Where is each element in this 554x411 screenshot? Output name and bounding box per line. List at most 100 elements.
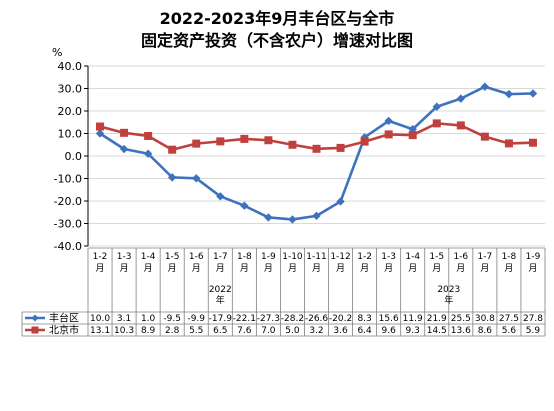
series-line <box>99 85 534 221</box>
data-point <box>216 137 225 146</box>
data-point <box>312 144 321 153</box>
data-label: 5.9 <box>526 326 541 336</box>
data-point <box>288 215 297 224</box>
legend-marker <box>31 326 39 334</box>
data-label: 9.3 <box>406 326 420 336</box>
year-label: 2022 <box>209 285 232 295</box>
data-point <box>480 82 490 91</box>
x-tick-label: 1-4 <box>141 252 156 262</box>
x-tick-unit: 月 <box>480 263 489 274</box>
data-label: 5.5 <box>189 326 203 336</box>
data-label: 1.0 <box>141 314 156 324</box>
data-point <box>264 136 273 145</box>
data-point <box>240 134 249 143</box>
x-tick-label: 1-5 <box>429 252 444 262</box>
x-tick-unit: 月 <box>96 263 105 274</box>
data-point <box>95 129 105 138</box>
y-tick-label: -40.0 <box>54 240 82 253</box>
data-label: -17.9 <box>209 314 233 324</box>
x-tick-unit: 月 <box>456 263 465 274</box>
data-label: -20.2 <box>329 314 352 324</box>
x-tick-label: 1-2 <box>357 252 372 262</box>
data-label: 2.8 <box>165 326 180 336</box>
x-tick-label: 1-5 <box>165 252 180 262</box>
data-label: 13.6 <box>451 326 471 336</box>
chart-title-line2: 固定资产投资（不含农户）增速对比图 <box>141 31 413 50</box>
x-tick-label: 1-4 <box>405 252 420 262</box>
x-tick-label: 1-3 <box>381 252 396 262</box>
x-tick-unit: 月 <box>288 263 297 274</box>
x-tick-label: 1-9 <box>526 252 541 262</box>
data-point <box>384 130 393 139</box>
data-point <box>216 192 225 201</box>
data-point <box>504 89 514 99</box>
data-label: 8.6 <box>478 326 493 336</box>
legend-marker <box>31 314 39 322</box>
data-label: 30.8 <box>475 314 495 324</box>
x-tick-unit: 月 <box>120 263 129 274</box>
x-tick-unit: 月 <box>504 263 513 274</box>
data-point <box>96 122 105 131</box>
y-tick-label: 20.0 <box>58 105 83 118</box>
data-point <box>336 197 345 206</box>
data-point <box>504 139 513 148</box>
data-label: -28.2 <box>281 314 304 324</box>
data-point <box>144 131 153 140</box>
data-label: 15.6 <box>379 314 399 324</box>
x-tick-label: 1-8 <box>502 252 517 262</box>
data-label: 8.3 <box>357 314 371 324</box>
x-tick-unit: 月 <box>432 263 441 274</box>
data-label: -9.9 <box>187 314 205 324</box>
x-tick-label: 1-12 <box>330 252 350 262</box>
series-layer <box>95 82 538 224</box>
x-tick-unit: 月 <box>264 263 273 274</box>
data-label: 11.9 <box>403 314 423 324</box>
data-point <box>360 137 369 146</box>
data-point <box>432 119 441 128</box>
x-tick-unit: 月 <box>408 263 417 274</box>
data-label: -27.3 <box>257 314 280 324</box>
data-label: 14.5 <box>427 326 447 336</box>
data-point <box>456 94 466 103</box>
y-axis-unit: % <box>52 46 62 59</box>
data-label: 5.0 <box>285 326 300 336</box>
data-label: -22.1 <box>233 314 256 324</box>
data-point <box>528 89 538 98</box>
data-label: 13.1 <box>90 326 110 336</box>
x-tick-label: 1-8 <box>237 252 252 262</box>
data-label: 10.3 <box>114 326 134 336</box>
data-point <box>168 145 177 154</box>
y-tick-label: -20.0 <box>54 195 82 208</box>
data-label: 3.6 <box>333 326 348 336</box>
x-tick-unit: 月 <box>312 263 321 274</box>
x-tick-unit: 月 <box>216 263 225 274</box>
data-point <box>432 102 441 111</box>
data-point <box>167 173 177 182</box>
data-point <box>336 143 345 152</box>
data-point <box>192 139 201 148</box>
data-table: 1-2月1-3月1-4月1-5月1-6月1-7月1-8月1-9月1-10月1-1… <box>21 247 546 337</box>
data-label: -26.6 <box>305 314 329 324</box>
data-label: 6.5 <box>213 326 227 336</box>
data-point <box>456 121 465 130</box>
data-label: 5.6 <box>502 326 517 336</box>
y-tick-label: -10.0 <box>54 173 82 186</box>
data-point <box>264 213 273 222</box>
x-tick-unit: 月 <box>192 263 201 274</box>
year-suffix: 年 <box>444 294 453 306</box>
x-tick-label: 1-3 <box>117 252 132 262</box>
data-label: 3.2 <box>309 326 323 336</box>
data-label: 6.4 <box>357 326 372 336</box>
data-point <box>480 132 489 141</box>
data-point <box>119 144 129 154</box>
data-point <box>192 174 201 183</box>
x-tick-unit: 月 <box>168 263 177 274</box>
x-tick-label: 1-10 <box>282 252 303 262</box>
data-label: 9.6 <box>381 326 396 336</box>
data-label: 8.9 <box>141 326 156 336</box>
data-label: 3.1 <box>117 314 131 324</box>
data-label: 27.8 <box>523 314 543 324</box>
y-tick-label: 30.0 <box>58 83 83 96</box>
x-tick-label: 1-9 <box>261 252 276 262</box>
